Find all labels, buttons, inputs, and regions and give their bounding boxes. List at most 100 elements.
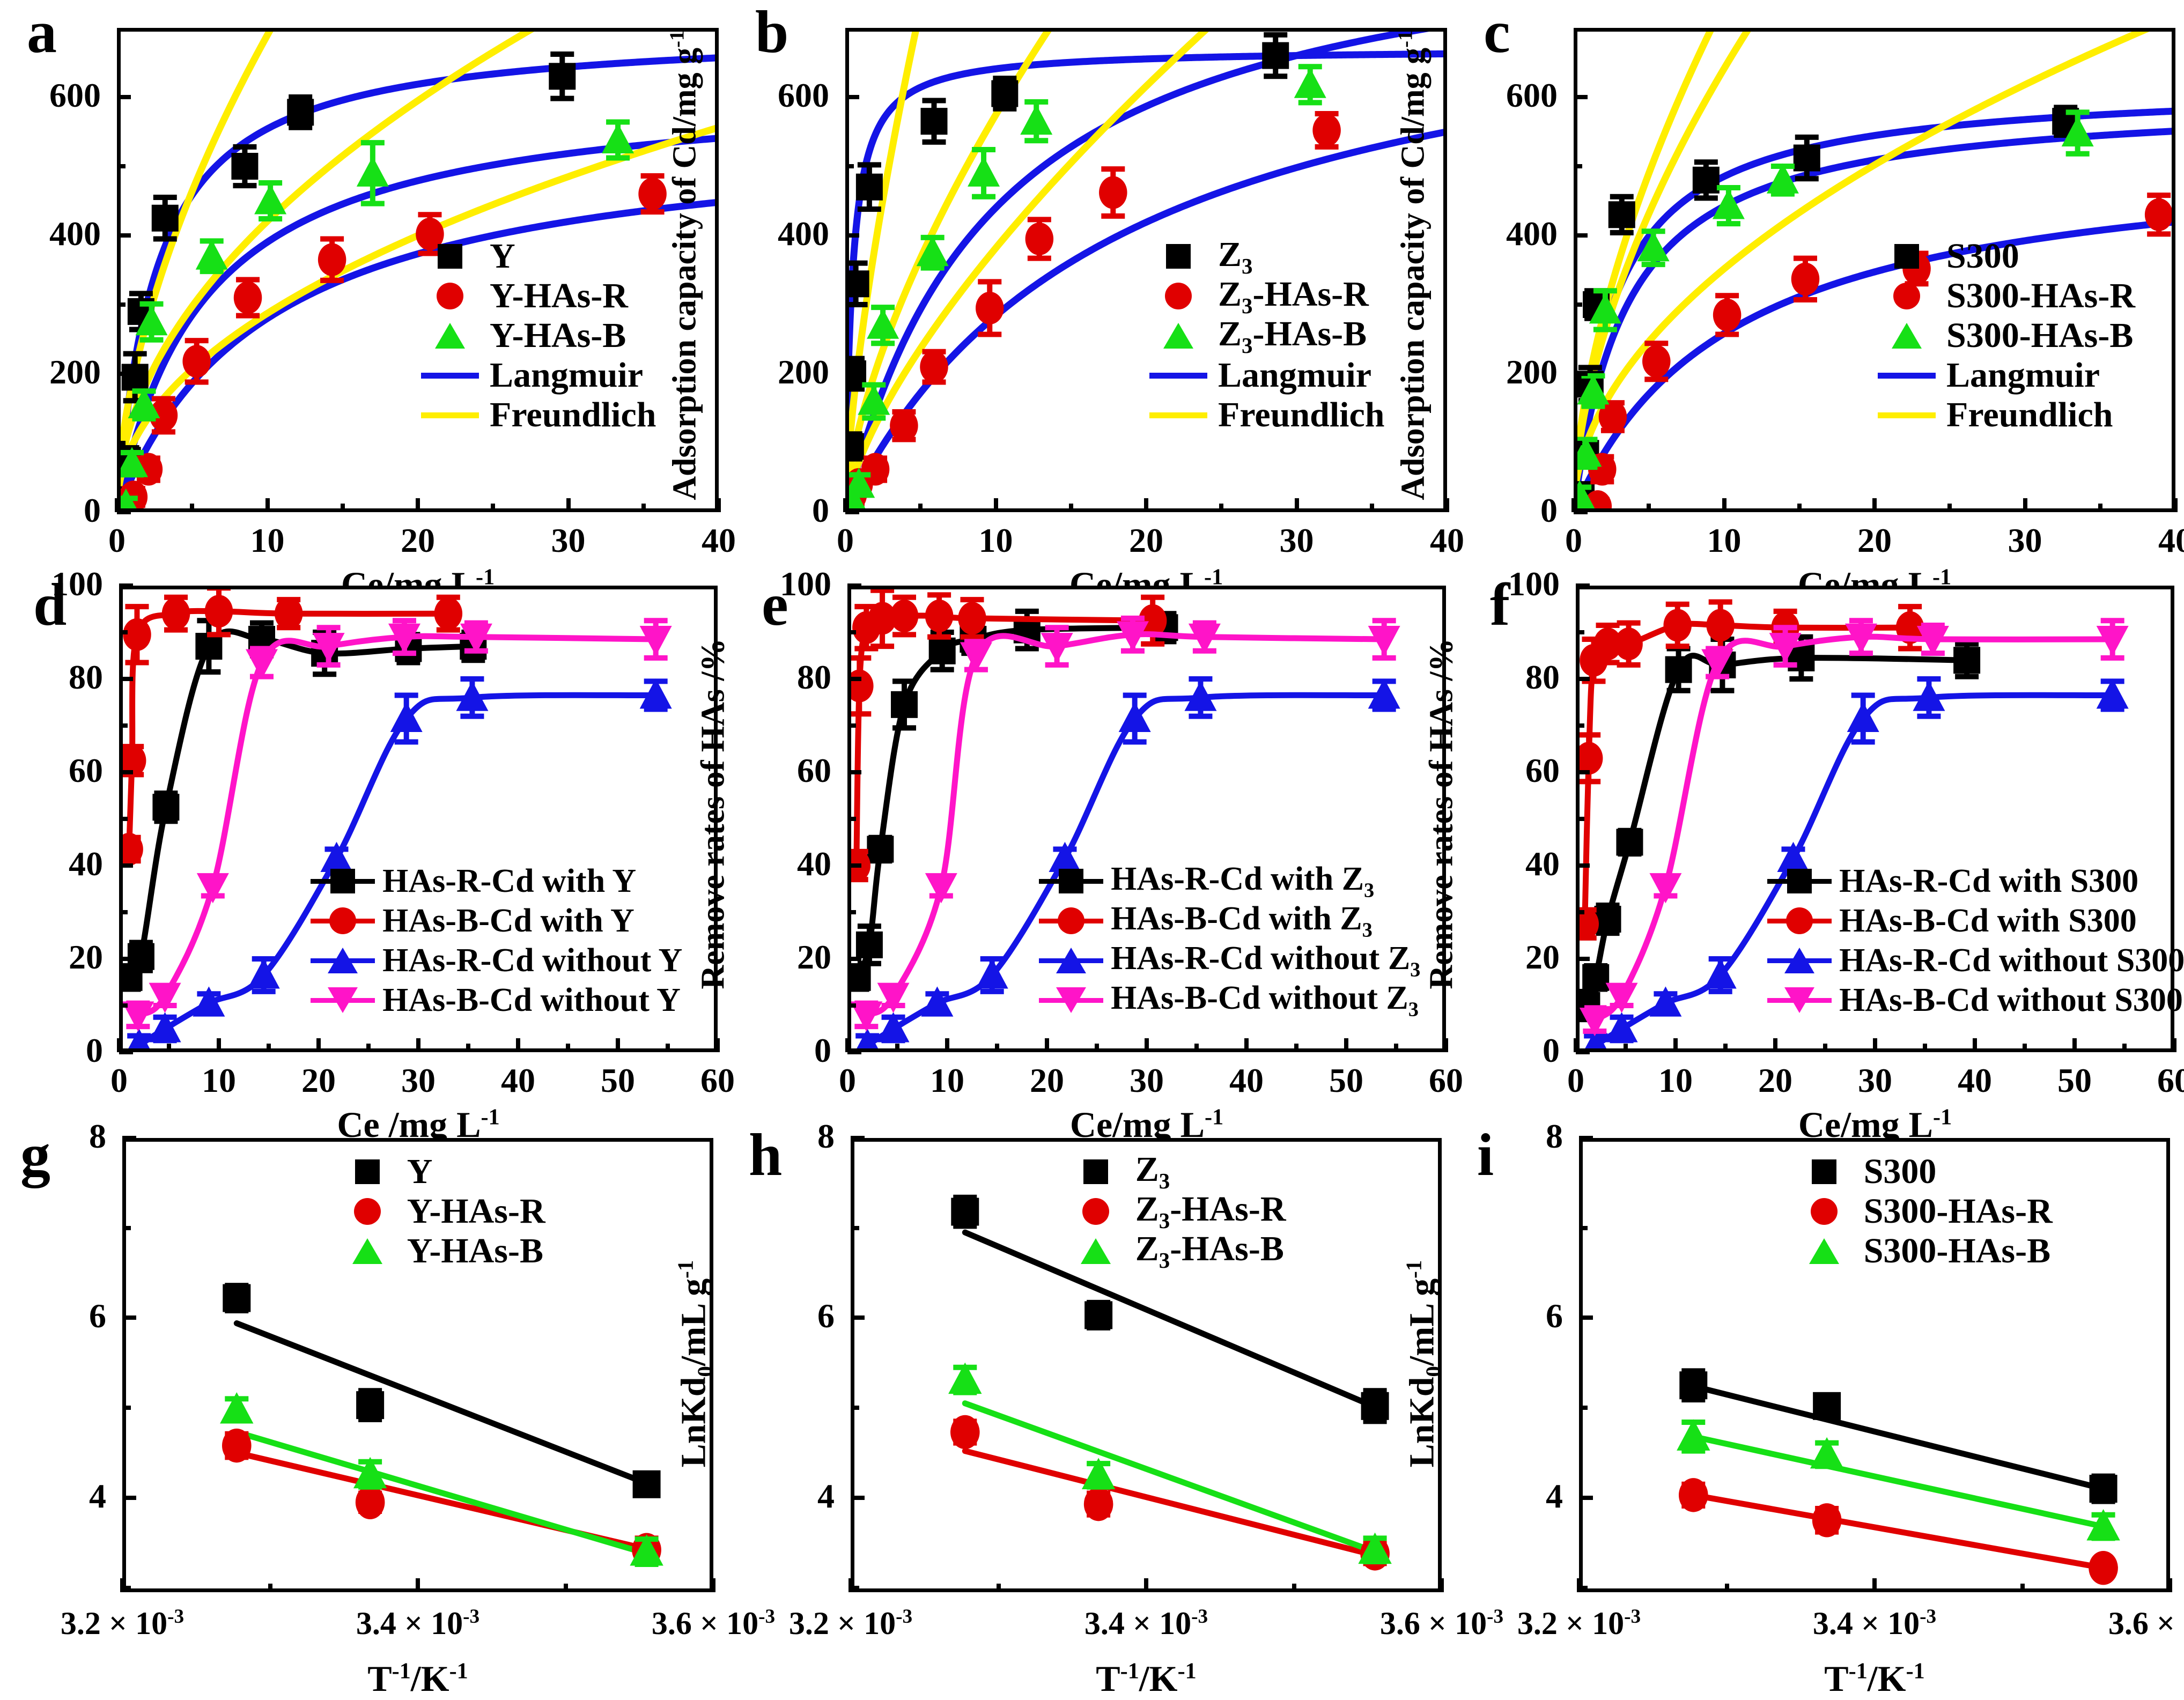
legend-item[interactable]: Z3 bbox=[1064, 1150, 1286, 1193]
x-tick-label: 30 bbox=[401, 1061, 436, 1099]
x-tick bbox=[2168, 1578, 2172, 1592]
plot-area-e bbox=[847, 586, 1446, 1052]
x-tick-label: 3.4 × 10-3 bbox=[1812, 1606, 1937, 1641]
series-has-b-cd-with-z3 bbox=[847, 587, 1167, 883]
legend-item[interactable]: Freundlich bbox=[418, 395, 656, 434]
legend-item[interactable]: Z3 bbox=[1146, 235, 1385, 278]
x-tick-label: 20 bbox=[1857, 521, 1892, 559]
legend-item[interactable]: HAs-B-Cd without Y bbox=[311, 982, 682, 1018]
square-marker-icon bbox=[355, 1159, 380, 1184]
y-minor-tick bbox=[1574, 441, 1582, 445]
legend-item[interactable]: HAs-R-Cd with Y bbox=[311, 863, 682, 899]
legend-item[interactable]: S300-HAs-B bbox=[1792, 1231, 2053, 1270]
legend-item[interactable]: Z3-HAs-R bbox=[1064, 1189, 1286, 1233]
triangle-up-marker-icon bbox=[1056, 948, 1087, 973]
legend-item[interactable]: Y bbox=[335, 1152, 545, 1191]
x-tick bbox=[1574, 1038, 1578, 1052]
legend-label: Y bbox=[407, 1151, 433, 1191]
legend-item[interactable]: Z3-HAs-B bbox=[1064, 1229, 1286, 1273]
x-minor-tick bbox=[1219, 504, 1224, 512]
legend-item[interactable]: S300-HAs-R bbox=[1875, 276, 2135, 315]
x-minor-tick bbox=[1724, 1584, 1729, 1592]
x-tick-label: 30 bbox=[2008, 521, 2042, 559]
x-tick bbox=[845, 1038, 850, 1052]
y-minor-tick bbox=[119, 817, 128, 821]
legend-item[interactable]: S300-HAs-R bbox=[1792, 1192, 2053, 1231]
series-y-has-r bbox=[117, 173, 667, 512]
y-tick bbox=[1574, 233, 1588, 238]
legend-item[interactable]: Freundlich bbox=[1146, 395, 1385, 434]
x-tick bbox=[993, 498, 998, 512]
legend-d: HAs-R-Cd with Y HAs-B-Cd with Y HAs-R-Cd w… bbox=[311, 863, 682, 1024]
y-minor-tick bbox=[119, 723, 128, 728]
x-tick-label: 0 bbox=[108, 521, 126, 559]
legend-label: HAs-R-Cd without Z3 bbox=[1111, 940, 1421, 981]
x-tick bbox=[1344, 1038, 1348, 1052]
x-tick bbox=[2072, 1038, 2077, 1052]
legend-item[interactable]: Z3-HAs-R bbox=[1146, 275, 1385, 318]
legend-item[interactable]: S300 bbox=[1792, 1152, 2053, 1191]
legend-item[interactable]: Langmuir bbox=[418, 356, 656, 395]
legend-item[interactable]: Y-HAs-B bbox=[418, 316, 656, 355]
legend-item[interactable]: HAs-R-Cd without Z3 bbox=[1039, 940, 1420, 981]
y-minor-tick bbox=[119, 910, 128, 914]
y-minor-tick bbox=[1574, 302, 1582, 307]
legend-item[interactable]: HAs-B-Cd with S300 bbox=[1767, 903, 2184, 939]
x-tick-label: 40 bbox=[1430, 521, 1464, 559]
legend-item[interactable]: Freundlich bbox=[1875, 395, 2135, 434]
legend-item[interactable]: Y-HAs-R bbox=[418, 276, 656, 315]
legend-label: HAs-R-Cd with Y bbox=[382, 862, 637, 899]
legend-item[interactable]: HAs-B-Cd with Y bbox=[311, 903, 682, 939]
fit-curve bbox=[1574, 28, 1753, 497]
x-tick-label: 0 bbox=[110, 1061, 128, 1099]
fit-curve bbox=[1574, 218, 2175, 512]
x-minor-tick bbox=[1723, 1044, 1728, 1052]
legend-h: Z3 Z3-HAs-R Z3-HAs-B bbox=[1064, 1150, 1286, 1275]
legend-item[interactable]: Y-HAs-R bbox=[335, 1192, 545, 1231]
legend-item[interactable]: Y bbox=[418, 236, 656, 276]
fit-curve bbox=[962, 1229, 1378, 1410]
y-tick-label: 100 bbox=[1508, 565, 1560, 603]
y-tick bbox=[122, 1315, 136, 1320]
x-minor-tick bbox=[268, 1584, 272, 1592]
legend-label: Z3-HAs-B bbox=[1135, 1229, 1284, 1273]
y-tick-label: 4 bbox=[89, 1476, 106, 1515]
y-tick bbox=[119, 583, 133, 588]
legend-item[interactable]: S300 bbox=[1875, 236, 2135, 276]
legend-item[interactable]: Langmuir bbox=[1146, 356, 1385, 395]
y-tick bbox=[1576, 770, 1590, 774]
y-minor-tick bbox=[851, 1406, 859, 1410]
series-s300 bbox=[1679, 1368, 2117, 1504]
triangle-down-marker-icon bbox=[328, 987, 358, 1013]
x-minor-tick bbox=[2023, 1044, 2027, 1052]
y-tick bbox=[1579, 1495, 1593, 1500]
legend-item[interactable]: HAs-R-Cd without Y bbox=[311, 942, 682, 979]
legend-item[interactable]: HAs-B-Cd with Z3 bbox=[1039, 900, 1420, 941]
legend-item[interactable]: HAs-R-Cd with S300 bbox=[1767, 863, 2184, 899]
y-minor-tick bbox=[1576, 630, 1584, 634]
y-tick-label: 6 bbox=[89, 1297, 106, 1335]
x-minor-tick bbox=[995, 1044, 999, 1052]
legend-item[interactable]: Y-HAs-B bbox=[335, 1231, 545, 1270]
x-tick-label: 30 bbox=[1858, 1061, 1892, 1099]
legend-b: Z3 Z3-HAs-R Z3-HAs-B Langmuir Freundlich bbox=[1146, 235, 1385, 439]
x-tick bbox=[1673, 1038, 1678, 1052]
legend-item[interactable]: HAs-B-Cd without S300 bbox=[1767, 982, 2184, 1018]
x-tick-label: 0 bbox=[1567, 1061, 1584, 1099]
plot-area-h bbox=[851, 1138, 1442, 1592]
legend-item[interactable]: HAs-R-Cd with Z3 bbox=[1039, 861, 1420, 901]
legend-item[interactable]: Langmuir bbox=[1875, 356, 2135, 395]
x-tick-label: 0 bbox=[1565, 521, 1582, 559]
plot-area-i bbox=[1579, 1138, 2170, 1592]
x-tick bbox=[120, 1578, 124, 1592]
legend-label: HAs-R-Cd without Y bbox=[382, 942, 683, 979]
y-tick bbox=[847, 1050, 861, 1054]
legend-item[interactable]: Z3-HAs-B bbox=[1146, 314, 1385, 358]
x-tick bbox=[1722, 498, 1726, 512]
y-tick-label: 4 bbox=[1546, 1476, 1563, 1515]
y-tick-label: 200 bbox=[778, 353, 829, 391]
y-tick bbox=[1576, 677, 1590, 681]
legend-item[interactable]: S300-HAs-B bbox=[1875, 316, 2135, 355]
legend-item[interactable]: HAs-R-Cd without S300 bbox=[1767, 942, 2184, 979]
legend-item[interactable]: HAs-B-Cd without Z3 bbox=[1039, 980, 1420, 1021]
